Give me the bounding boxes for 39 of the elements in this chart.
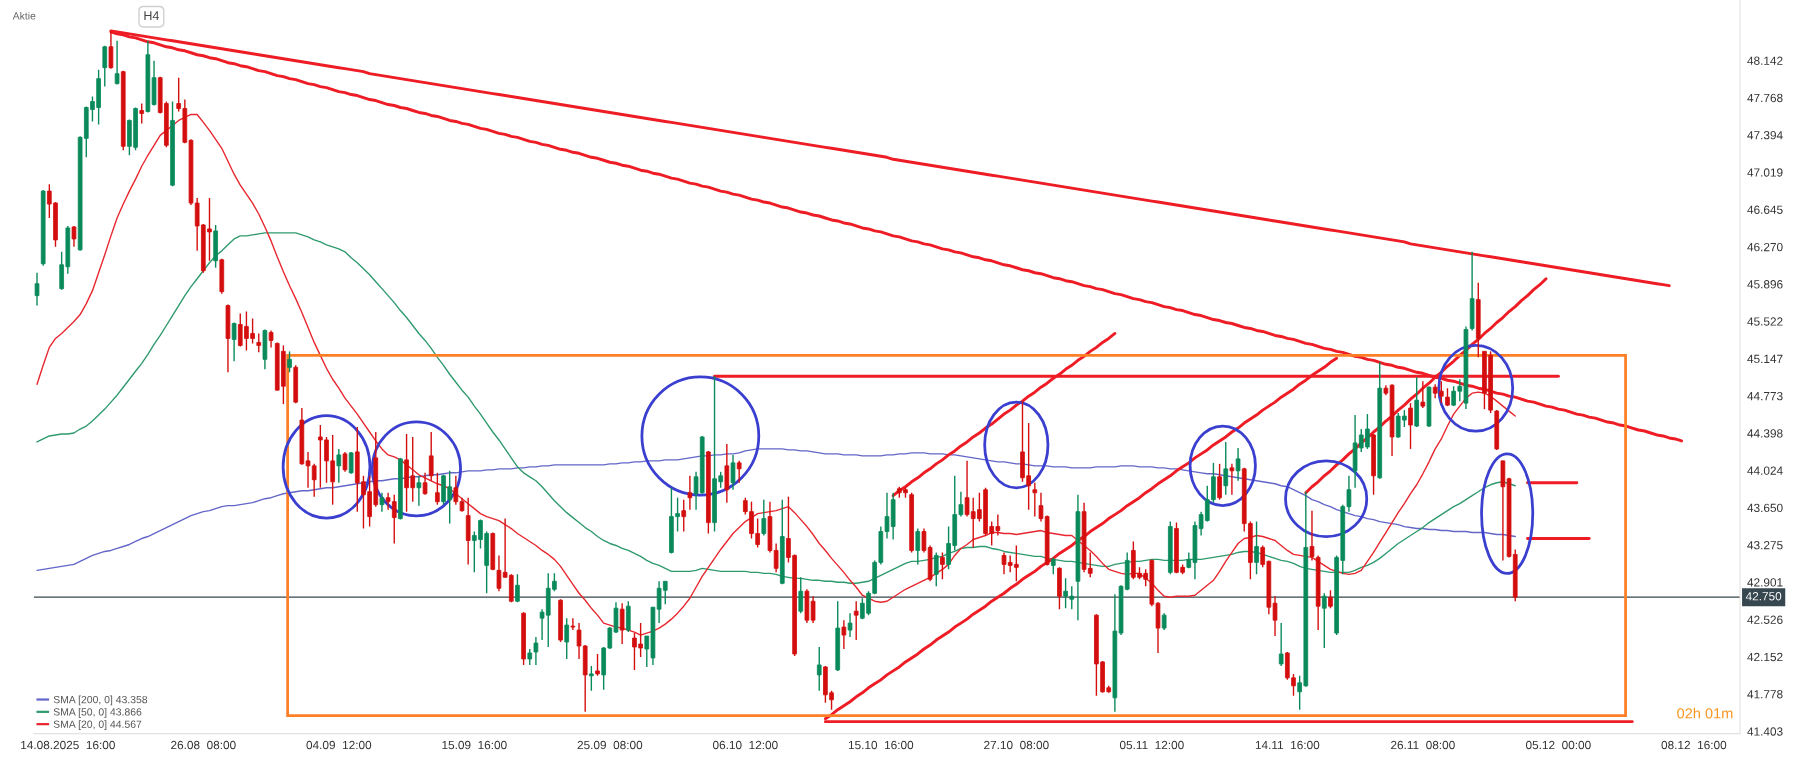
x-tick-label: 14.11 16:00 — [1255, 740, 1320, 750]
annotation: H4 — [144, 11, 159, 20]
y-tick-label: 41.403 — [1747, 727, 1783, 736]
y-tick-label: 47.768 — [1747, 93, 1783, 103]
y-tick-label: 46.270 — [1747, 242, 1783, 252]
x-tick-label: 08.12 16:00 — [1661, 740, 1727, 750]
x-tick-label: 05.11 12:00 — [1119, 740, 1184, 750]
x-tick-label: 04.09 12:00 — [306, 740, 372, 750]
annotation: 02h 01m — [1677, 707, 1733, 719]
y-tick-label: 45.522 — [1747, 317, 1783, 326]
x-tick-label: 26.11 08:00 — [1391, 740, 1455, 750]
y-tick-label: 45.896 — [1747, 280, 1783, 289]
x-tick-label: 26.08 08:00 — [171, 740, 236, 750]
x-tick-label: 15.10 16:00 — [848, 740, 914, 750]
legend-label: SMA [50, 0] 43.866 — [53, 707, 142, 718]
y-tick-label: 43.650 — [1747, 503, 1783, 513]
annotation: Aktie — [12, 11, 36, 20]
ref-line-label: 42.750 — [1745, 592, 1782, 601]
x-tick-label: 27.10 08:00 — [984, 740, 1049, 750]
legend-label: SMA [200, 0] 43.358 — [53, 695, 148, 706]
y-tick-label: 44.024 — [1747, 466, 1783, 475]
x-tick-label: 06.10 12:00 — [712, 740, 778, 750]
y-tick-label: 47.019 — [1747, 168, 1783, 177]
y-tick-label: 44.398 — [1747, 429, 1783, 438]
x-tick-label: 14.08.2025 16:00 — [21, 740, 115, 750]
x-tick-label: 15.09 16:00 — [442, 740, 507, 750]
y-tick-label: 48.142 — [1747, 56, 1783, 65]
legend-label: SMA [20, 0] 44.567 — [53, 720, 142, 730]
x-tick-label: 25.09 08:00 — [577, 740, 643, 750]
y-tick-label: 47.394 — [1747, 131, 1783, 140]
y-tick-label: 43.275 — [1747, 541, 1783, 550]
y-tick-label: 42.526 — [1747, 615, 1783, 624]
y-tick-label: 45.147 — [1747, 354, 1783, 364]
y-tick-label: 46.645 — [1747, 205, 1783, 214]
x-tick-label: 05.12 00:00 — [1525, 740, 1591, 750]
y-tick-label: 42.152 — [1747, 652, 1783, 662]
y-tick-label: 44.773 — [1747, 391, 1783, 401]
y-tick-label: 42.901 — [1747, 578, 1783, 587]
y-tick-label: 41.778 — [1747, 690, 1783, 699]
